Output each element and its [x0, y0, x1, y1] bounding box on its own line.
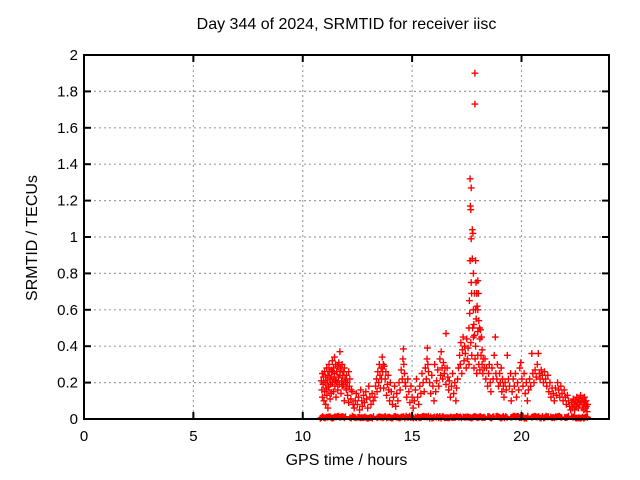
- y-tick-label: 0: [70, 411, 78, 428]
- y-tick-label: 0.6: [57, 302, 78, 319]
- x-tick-label: 10: [294, 428, 311, 445]
- y-tick-label: 1: [70, 229, 78, 246]
- chart-title: Day 344 of 2024, SRMTID for receiver iis…: [196, 16, 497, 33]
- x-tick-label: 20: [513, 428, 530, 445]
- y-tick-label: 1.2: [57, 193, 78, 210]
- x-tick-label: 0: [80, 428, 88, 445]
- y-tick-label: 0.2: [57, 375, 78, 392]
- y-tick-labels: 0 0.2 0.4 0.6 0.8 1 1.2 1.4 1.6 1.8 2: [57, 47, 78, 428]
- x-tick-label: 15: [404, 428, 421, 445]
- x-tick-label: 5: [189, 428, 197, 445]
- axis-ticks: [83, 54, 609, 420]
- x-tick-labels: 0 5 10 15 20: [80, 428, 530, 445]
- y-tick-label: 0.8: [57, 265, 78, 282]
- y-tick-label: 0.4: [57, 338, 78, 355]
- y-tick-label: 1.6: [57, 120, 78, 137]
- gridlines: [84, 55, 609, 419]
- baseline-points: [316, 412, 591, 422]
- data-points: [317, 69, 591, 416]
- x-axis-label: GPS time / hours: [285, 452, 408, 469]
- y-tick-label: 1.4: [57, 156, 78, 173]
- y-tick-label: 1.8: [57, 83, 78, 100]
- y-tick-label: 2: [70, 47, 78, 64]
